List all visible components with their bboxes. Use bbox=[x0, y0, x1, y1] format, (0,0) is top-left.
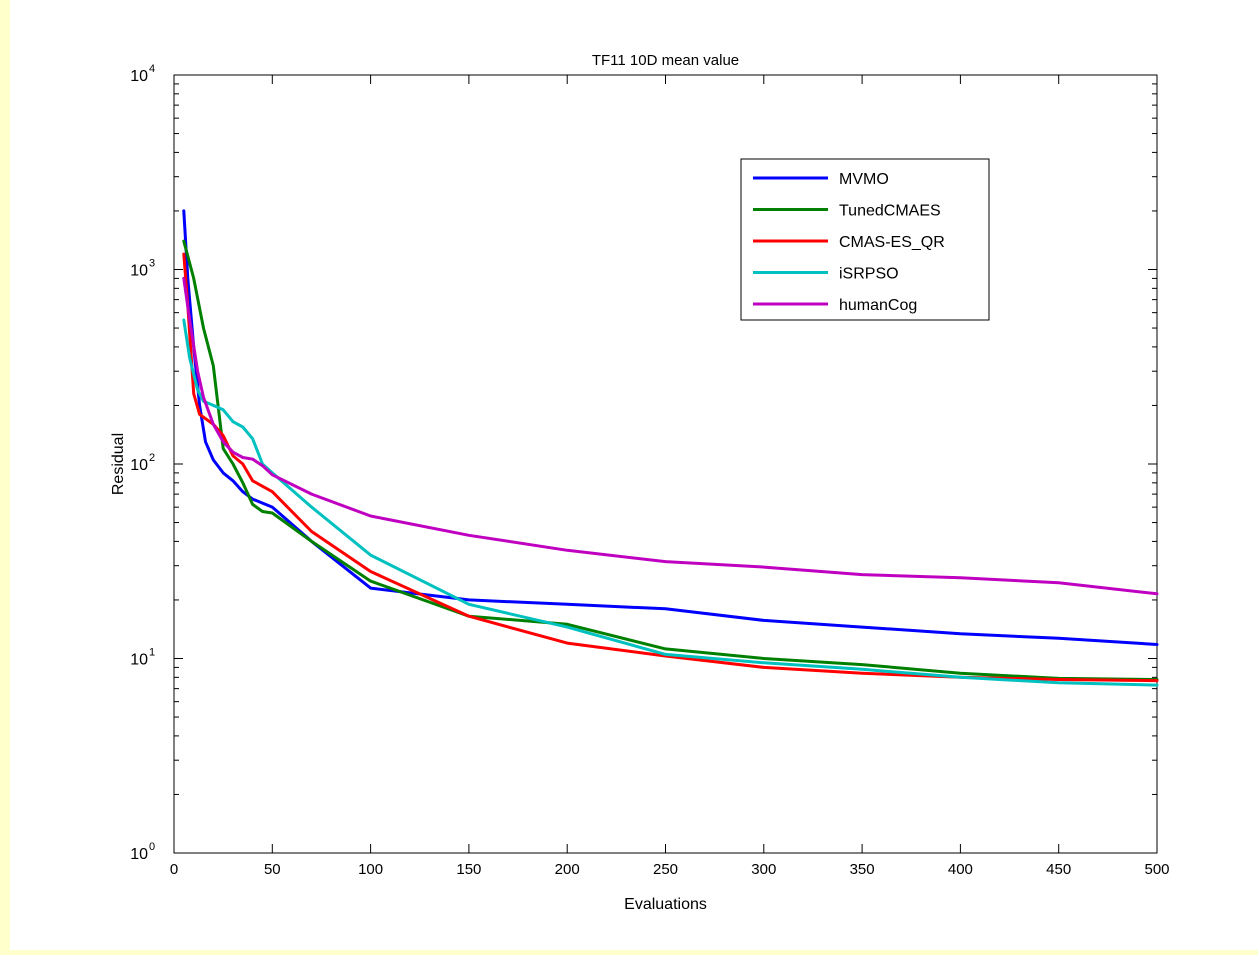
y-tick-base: 10 bbox=[130, 846, 148, 863]
y-tick-exponent: 0 bbox=[149, 841, 155, 853]
series-line-tunedcmaes bbox=[182, 239, 1159, 681]
x-tick-label: 250 bbox=[653, 861, 678, 878]
y-tick-exponent: 2 bbox=[149, 452, 155, 464]
y-tick-exponent: 1 bbox=[149, 647, 155, 659]
y-tick-exponent: 4 bbox=[149, 63, 155, 75]
legend-label: iSRPSO bbox=[839, 266, 899, 283]
x-tick-label: 400 bbox=[948, 861, 973, 878]
figure-background: TF11 10D mean value Evaluations Residual… bbox=[10, 0, 1258, 950]
legend-label: TunedCMAES bbox=[839, 203, 941, 220]
chart-title: TF11 10D mean value bbox=[592, 52, 739, 69]
y-tick-label: 10 bbox=[130, 652, 148, 669]
y-tick-label: 10 bbox=[130, 68, 148, 85]
chart: TF11 10D mean value Evaluations Residual… bbox=[110, 52, 1170, 913]
legend-label: humanCog bbox=[839, 297, 917, 314]
x-tick-label: 500 bbox=[1144, 861, 1169, 878]
x-tick-label: 300 bbox=[751, 861, 776, 878]
x-tick-label: 50 bbox=[264, 861, 281, 878]
x-tick-label: 150 bbox=[456, 861, 481, 878]
legend-label: CMAS-ES_QR bbox=[839, 234, 945, 251]
legend-label: MVMO bbox=[839, 171, 889, 188]
y-tick-label: 10 bbox=[130, 457, 148, 474]
x-tick-label: 0 bbox=[170, 861, 178, 878]
x-tick-label: 350 bbox=[850, 861, 875, 878]
x-tick-label: 100 bbox=[358, 861, 383, 878]
y-tick-base: 10 bbox=[130, 263, 148, 280]
y-tick-label: 10 bbox=[130, 263, 148, 280]
y-axis-label: Residual bbox=[110, 433, 127, 495]
series-line-cmas-es-qr bbox=[182, 252, 1159, 683]
y-tick-base: 10 bbox=[130, 652, 148, 669]
series-line-humancog bbox=[182, 276, 1159, 596]
x-axis-label: Evaluations bbox=[624, 896, 707, 913]
y-tick-exponent: 3 bbox=[149, 258, 155, 270]
plot-area bbox=[173, 74, 1158, 854]
x-tick-label: 450 bbox=[1046, 861, 1071, 878]
y-tick-label: 10 bbox=[130, 846, 148, 863]
y-tick-base: 10 bbox=[130, 68, 148, 85]
legend: MVMO TunedCMAES CMAS-ES_QR iSRPSO humanCog bbox=[740, 158, 990, 321]
y-tick-base: 10 bbox=[130, 457, 148, 474]
series-layer bbox=[182, 209, 1159, 687]
x-tick-label: 200 bbox=[555, 861, 580, 878]
